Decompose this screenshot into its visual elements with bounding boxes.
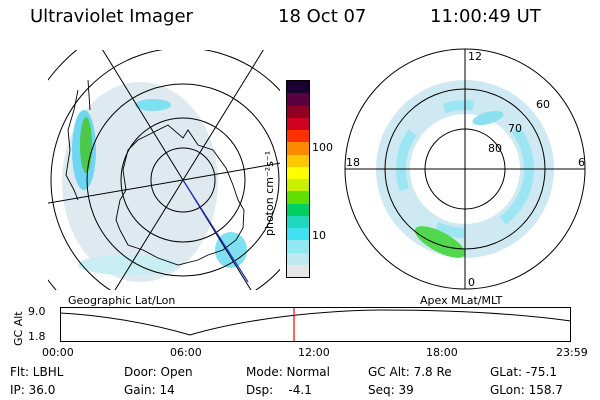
time-tick: 06:00 bbox=[170, 346, 202, 359]
colorbar bbox=[286, 80, 310, 278]
colorbar-swatch bbox=[287, 166, 309, 179]
info-gain: Gain: 14 bbox=[124, 383, 175, 397]
colorbar-tick: 10 bbox=[312, 229, 326, 242]
time-tick: 23:59 bbox=[556, 346, 588, 359]
colorbar-swatch bbox=[287, 203, 309, 216]
colorbar-swatch bbox=[287, 93, 309, 106]
polar-grid bbox=[344, 48, 586, 290]
mlt-label-12: 12 bbox=[468, 50, 482, 63]
colorbar-swatch bbox=[287, 154, 309, 167]
altitude-curve bbox=[60, 309, 572, 336]
auroral-patch bbox=[80, 117, 92, 173]
time-tick: 00:00 bbox=[42, 346, 74, 359]
colorbar-swatch bbox=[287, 81, 309, 94]
colorbar-swatch bbox=[287, 179, 309, 192]
apex-panel-label: Apex MLat/MLT bbox=[420, 294, 503, 307]
info-door: Door: Open bbox=[124, 365, 193, 379]
geographic-map bbox=[48, 50, 280, 290]
info-glon: GLon: 158.7 bbox=[490, 383, 563, 397]
lat-label-60: 60 bbox=[536, 98, 550, 111]
colorbar-swatch bbox=[287, 215, 309, 228]
info-seq: Seq: 39 bbox=[368, 383, 414, 397]
coastline bbox=[65, 79, 245, 266]
auroral-patch bbox=[135, 99, 171, 111]
date-label: 18 Oct 07 bbox=[278, 6, 367, 27]
apex-polar-plot: 12 18 6 0 60 70 80 bbox=[344, 48, 586, 290]
satellite-track bbox=[182, 179, 249, 283]
colorbar-swatch bbox=[287, 130, 309, 143]
info-glat: GLat: -75.1 bbox=[490, 365, 557, 379]
time-tick: 18:00 bbox=[426, 346, 458, 359]
info-gc-alt: GC Alt: 7.8 Re bbox=[368, 365, 452, 379]
colorbar-swatch bbox=[287, 105, 309, 118]
info-mode: Mode: Normal bbox=[246, 365, 330, 379]
colorbar-swatch bbox=[287, 117, 309, 130]
auroral-background bbox=[62, 82, 218, 282]
latitude-grid bbox=[48, 50, 280, 290]
altitude-ylabel: GC Alt bbox=[12, 311, 25, 346]
app-title: Ultraviolet Imager bbox=[30, 6, 193, 27]
auroral-patch bbox=[472, 110, 504, 126]
altitude-timeline bbox=[60, 307, 572, 342]
geo-panel-label: Geographic Lat/Lon bbox=[68, 294, 176, 307]
colorbar-swatch bbox=[287, 228, 309, 241]
colorbar-unit-label: photon cm⁻²s⁻¹ bbox=[263, 150, 276, 236]
colorbar-tick: 100 bbox=[312, 141, 333, 154]
colorbar-swatch bbox=[287, 240, 309, 253]
info-ip: IP: 36.0 bbox=[10, 383, 56, 397]
lat-label-80: 80 bbox=[488, 142, 502, 155]
auroral-patch bbox=[78, 255, 178, 275]
colorbar-swatch bbox=[287, 191, 309, 204]
lat-label-70: 70 bbox=[508, 122, 522, 135]
colorbar-swatch bbox=[287, 142, 309, 155]
info-dsp: Dsp: -4.1 bbox=[246, 383, 312, 397]
mlt-label-18: 18 bbox=[346, 156, 360, 169]
colorbar-swatch bbox=[287, 252, 309, 265]
altitude-ytick: 1.8 bbox=[28, 330, 46, 343]
colorbar-swatch bbox=[287, 264, 309, 277]
altitude-ytick: 9.0 bbox=[28, 305, 46, 318]
time-label: 11:00:49 UT bbox=[430, 6, 541, 27]
mlt-label-6: 6 bbox=[578, 156, 585, 169]
auroral-patch bbox=[215, 232, 247, 268]
info-flt: Flt: LBHL bbox=[10, 365, 64, 379]
time-tick: 12:00 bbox=[298, 346, 330, 359]
auroral-patch bbox=[414, 226, 466, 258]
mlt-label-0: 0 bbox=[468, 276, 475, 289]
